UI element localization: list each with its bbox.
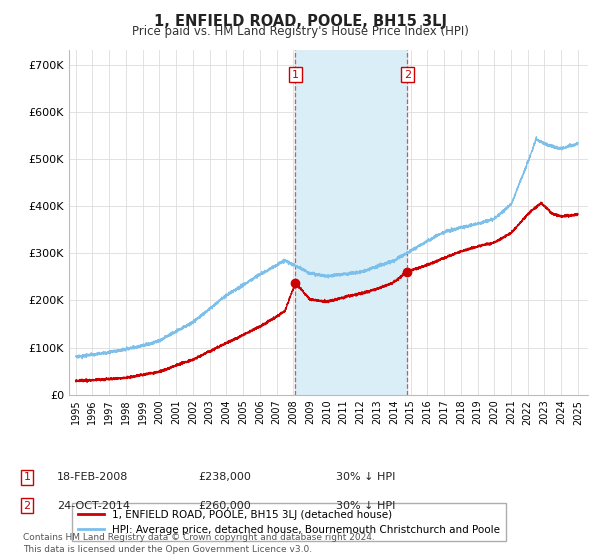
Text: £260,000: £260,000 bbox=[198, 501, 251, 511]
Text: 2: 2 bbox=[23, 501, 31, 511]
Text: Price paid vs. HM Land Registry's House Price Index (HPI): Price paid vs. HM Land Registry's House … bbox=[131, 25, 469, 38]
Text: 2: 2 bbox=[404, 69, 411, 80]
Text: 18-FEB-2008: 18-FEB-2008 bbox=[57, 472, 128, 482]
Text: 24-OCT-2014: 24-OCT-2014 bbox=[57, 501, 130, 511]
Text: 30% ↓ HPI: 30% ↓ HPI bbox=[336, 472, 395, 482]
Text: 1: 1 bbox=[292, 69, 299, 80]
Legend: 1, ENFIELD ROAD, POOLE, BH15 3LJ (detached house), HPI: Average price, detached : 1, ENFIELD ROAD, POOLE, BH15 3LJ (detach… bbox=[71, 503, 506, 541]
Text: £238,000: £238,000 bbox=[198, 472, 251, 482]
Bar bbox=[295, 50, 407, 395]
Text: 1: 1 bbox=[23, 472, 31, 482]
Text: 1, ENFIELD ROAD, POOLE, BH15 3LJ: 1, ENFIELD ROAD, POOLE, BH15 3LJ bbox=[154, 14, 446, 29]
Text: Contains HM Land Registry data © Crown copyright and database right 2024.
This d: Contains HM Land Registry data © Crown c… bbox=[23, 533, 374, 554]
Text: 30% ↓ HPI: 30% ↓ HPI bbox=[336, 501, 395, 511]
